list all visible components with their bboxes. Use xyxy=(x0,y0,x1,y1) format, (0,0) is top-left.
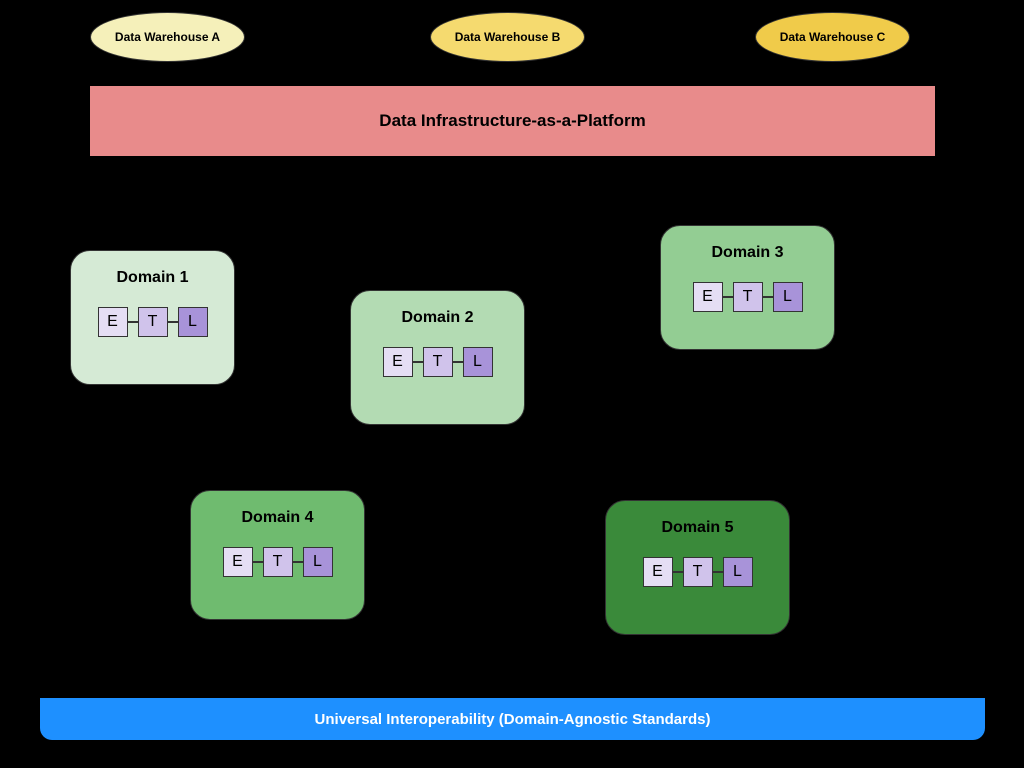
warehouse-b: Data Warehouse B xyxy=(430,12,585,62)
etl-cell-e: E xyxy=(223,547,253,577)
domain-4-etl: ETL xyxy=(223,547,333,577)
etl-cell-l: L xyxy=(463,347,493,377)
etl-cell-l: L xyxy=(773,282,803,312)
etl-cell-t: T xyxy=(683,557,713,587)
domain-3: Domain 3 ETL xyxy=(660,225,835,350)
domain-1: Domain 1 ETL xyxy=(70,250,235,385)
etl-connector xyxy=(763,296,773,298)
domain-3-etl: ETL xyxy=(693,282,803,312)
domain-4: Domain 4 ETL xyxy=(190,490,365,620)
warehouse-a: Data Warehouse A xyxy=(90,12,245,62)
etl-cell-t: T xyxy=(423,347,453,377)
footer-label: Universal Interoperability (Domain-Agnos… xyxy=(315,711,711,728)
etl-connector xyxy=(453,361,463,363)
footer-bar: Universal Interoperability (Domain-Agnos… xyxy=(40,698,985,740)
domain-1-title: Domain 1 xyxy=(116,269,188,287)
etl-connector xyxy=(673,571,683,573)
etl-connector xyxy=(723,296,733,298)
warehouse-a-label: Data Warehouse A xyxy=(115,30,220,44)
etl-cell-e: E xyxy=(643,557,673,587)
domain-2: Domain 2 ETL xyxy=(350,290,525,425)
platform-bar: Data Infrastructure-as-a-Platform xyxy=(90,86,935,156)
etl-connector xyxy=(713,571,723,573)
domain-5-etl: ETL xyxy=(643,557,753,587)
domain-2-etl: ETL xyxy=(383,347,493,377)
etl-connector xyxy=(293,561,303,563)
etl-cell-t: T xyxy=(138,307,168,337)
etl-connector xyxy=(128,321,138,323)
domain-5: Domain 5 ETL xyxy=(605,500,790,635)
platform-label: Data Infrastructure-as-a-Platform xyxy=(379,111,645,131)
etl-cell-l: L xyxy=(178,307,208,337)
etl-cell-t: T xyxy=(733,282,763,312)
etl-connector xyxy=(413,361,423,363)
etl-cell-e: E xyxy=(693,282,723,312)
etl-connector xyxy=(168,321,178,323)
etl-cell-t: T xyxy=(263,547,293,577)
etl-cell-e: E xyxy=(98,307,128,337)
warehouse-c-label: Data Warehouse C xyxy=(780,30,886,44)
warehouse-c: Data Warehouse C xyxy=(755,12,910,62)
etl-cell-e: E xyxy=(383,347,413,377)
domain-2-title: Domain 2 xyxy=(401,309,473,327)
etl-connector xyxy=(253,561,263,563)
warehouse-b-label: Data Warehouse B xyxy=(455,30,561,44)
etl-cell-l: L xyxy=(303,547,333,577)
etl-cell-l: L xyxy=(723,557,753,587)
domain-5-title: Domain 5 xyxy=(661,519,733,537)
domain-1-etl: ETL xyxy=(98,307,208,337)
domain-3-title: Domain 3 xyxy=(711,244,783,262)
domain-4-title: Domain 4 xyxy=(241,509,313,527)
